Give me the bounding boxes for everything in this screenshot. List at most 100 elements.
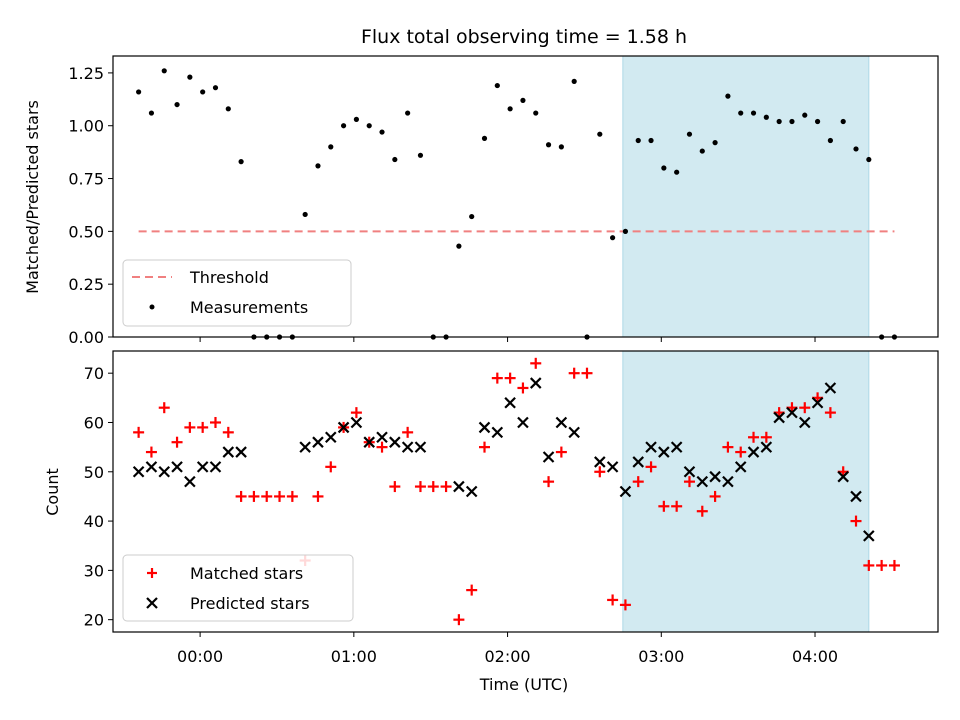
- predicted-star-point: [811, 396, 824, 409]
- measurement-point: [648, 137, 654, 144]
- matched-star-point: [581, 367, 593, 379]
- count-axes-frame: [112, 350, 939, 633]
- predicted-star-point: [158, 466, 171, 478]
- ratio-y-tick-label: 0.00: [68, 328, 104, 347]
- predicted-star-point: [325, 431, 337, 444]
- matched-star-point: [376, 441, 388, 453]
- measurement-point: [187, 74, 193, 80]
- predicted-star-point: [350, 416, 363, 429]
- ratio-axes-frame: [112, 55, 939, 338]
- matched-star-point: [683, 476, 695, 488]
- measurement-point: [238, 159, 244, 165]
- measurement-point: [750, 110, 757, 116]
- matched-star-point: [274, 490, 286, 502]
- matched-star-point: [325, 461, 337, 473]
- predicted-star-point: [747, 446, 760, 458]
- x-tick-label: 04:00: [792, 647, 838, 666]
- predicted-star-point: [529, 377, 542, 389]
- measurement-point: [686, 131, 693, 137]
- matched-star-point: [414, 481, 426, 493]
- matched-star-point: [453, 614, 465, 626]
- legend-predicted-swatch: [146, 597, 158, 609]
- matched-star-point: [171, 436, 183, 448]
- matched-star-point: [517, 382, 529, 394]
- x-tick-label: 03:00: [638, 647, 684, 666]
- measurement-point: [725, 93, 731, 99]
- measurement-point: [545, 142, 552, 148]
- count-y-tick-label: 50: [84, 463, 104, 482]
- matched-star-point: [209, 416, 221, 428]
- matched-star-point: [197, 421, 209, 433]
- measurement-point: [853, 146, 859, 152]
- predicted-star-point: [658, 446, 670, 458]
- matched-star-point: [568, 367, 580, 379]
- matched-star-point: [286, 490, 298, 502]
- measurement-point: [379, 129, 385, 135]
- measurement-point: [789, 118, 795, 125]
- measurement-point: [366, 123, 372, 129]
- matched-star-point: [261, 490, 273, 502]
- measurement-point: [610, 235, 616, 241]
- predicted-star-point: [401, 441, 414, 453]
- measurement-point: [200, 89, 206, 95]
- matched-star-point: [479, 441, 491, 453]
- ratio-panel: 0.00 0.25 0.50 0.75 1.00 1.25 Matched/Predict…: [23, 55, 939, 347]
- x-tick-label: 01:00: [331, 647, 377, 666]
- predicted-star-point: [696, 475, 709, 488]
- measurement-point: [866, 156, 872, 163]
- matched-star-point: [158, 402, 170, 414]
- predicted-star-point: [312, 436, 324, 448]
- predicted-star-point: [235, 446, 247, 458]
- matched-star-point: [427, 481, 439, 493]
- matched-star-point: [632, 476, 644, 488]
- predicted-star-point: [376, 431, 388, 444]
- legend-matched-swatch: [147, 568, 157, 578]
- predicted-star-point: [363, 436, 375, 448]
- predicted-star-point: [683, 466, 696, 478]
- matched-star-point: [543, 476, 555, 488]
- matched-star-point: [222, 426, 234, 438]
- matched-star-point: [402, 426, 414, 438]
- count-panel: 20 30 40 50 60 70 00:00 01:00 02:00 03:00 04:00 C…: [43, 350, 939, 694]
- matched-star-point: [888, 559, 900, 571]
- measurement-point: [405, 110, 411, 116]
- matched-star-point: [760, 431, 772, 443]
- matched-star-point: [735, 446, 747, 458]
- measurement-point: [840, 118, 846, 125]
- measurement-point: [802, 112, 808, 118]
- matched-star-point: [133, 426, 145, 438]
- measurement-point: [469, 213, 475, 220]
- ratio-y-tick-label: 1.25: [68, 64, 104, 83]
- measurement-point: [597, 131, 603, 137]
- legend-predicted-label: Predicted stars: [190, 594, 310, 613]
- matched-star-point: [350, 407, 362, 419]
- predicted-star-point: [542, 451, 555, 463]
- predicted-star-point: [491, 426, 504, 439]
- matched-star-point: [850, 515, 862, 527]
- measurement-point: [635, 137, 641, 144]
- measurement-point: [148, 110, 155, 116]
- predicted-star-point: [773, 411, 785, 424]
- matched-star-point: [619, 599, 631, 611]
- measurement-point: [392, 156, 398, 163]
- measurement-point: [776, 118, 782, 125]
- predicted-star-point: [709, 470, 721, 483]
- matched-star-point: [184, 421, 196, 433]
- x-tick-label: 02:00: [485, 647, 531, 666]
- matched-star-point: [466, 584, 478, 596]
- measurement-point: [827, 137, 833, 144]
- measurement-point: [225, 106, 231, 112]
- measurement-point: [494, 82, 500, 89]
- count-y-tick-label: 40: [84, 512, 104, 531]
- count-y-axis-label: Count: [43, 468, 62, 516]
- matched-star-point: [312, 490, 324, 502]
- predicted-star-point: [863, 530, 875, 542]
- matched-star-point: [709, 490, 721, 502]
- predicted-star-point: [632, 456, 645, 468]
- measurement-point: [161, 68, 167, 74]
- matched-star-point: [824, 407, 836, 419]
- ratio-y-tick-label: 0.25: [68, 275, 104, 294]
- predicted-star-point: [453, 480, 465, 493]
- measurement-point: [661, 165, 667, 171]
